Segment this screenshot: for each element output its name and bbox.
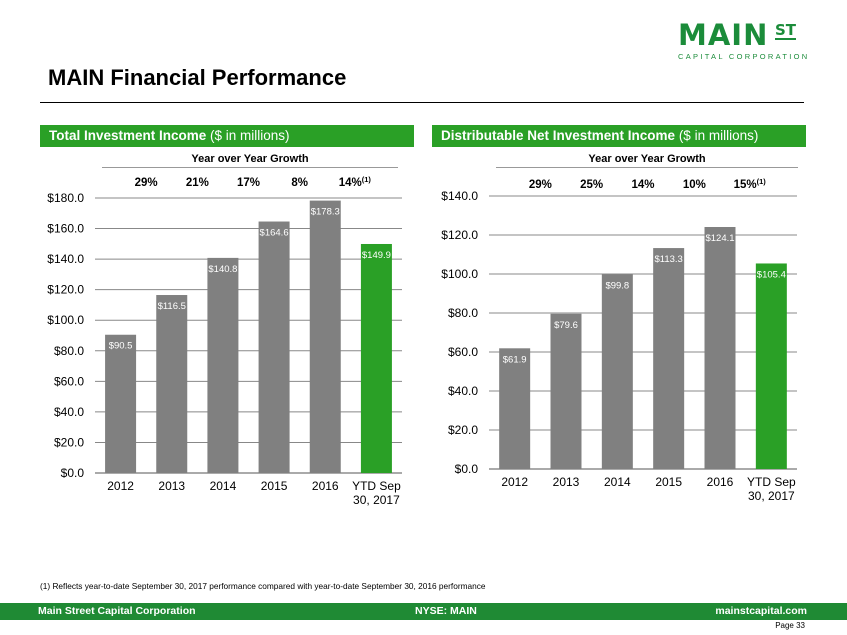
category-label: 2013 [553,475,580,489]
title-divider [40,102,804,103]
yoy-growth-title-right: Year over Year Growth [588,153,706,165]
bar-ytd-sep-30-2017 [755,263,787,469]
bar-2016 [309,200,341,473]
bar-2015 [653,248,685,469]
yoy-rule-left [102,167,398,168]
y-tick-label: $20.0 [448,423,478,437]
page-title: MAIN Financial Performance [48,65,347,90]
y-tick-label: $180.0 [47,191,84,205]
bar-value-label: $149.9 [362,250,391,261]
y-tick-label: $80.0 [448,306,478,320]
bar-value-label: $79.6 [554,320,578,331]
y-tick-label: $120.0 [441,228,478,242]
category-label: YTD Sep 30, 2017 [352,479,401,507]
growth-percent-label: 25% [580,179,603,191]
company-logo: MAIN ST CAPITAL CORPORATION [676,18,826,63]
growth-percent-label: 29% [135,177,158,189]
growth-percent-label: 29% [529,179,552,191]
category-label: 2014 [210,479,237,493]
growth-percent-label: 14%(1) [339,175,372,189]
y-tick-label: $140.0 [441,189,478,203]
bar-2012 [105,334,137,473]
bar-ytd-sep-30-2017 [360,243,392,473]
category-label: YTD Sep 30, 2017 [747,475,796,503]
bar-value-label: $140.8 [208,264,237,275]
y-tick-label: $60.0 [54,374,84,388]
bar-value-label: $61.9 [503,354,527,365]
bar-2013 [156,295,188,473]
footer-ticker: NYSE: MAIN [415,605,477,617]
category-label: 2016 [707,475,734,489]
growth-percent-label: 8% [291,177,308,189]
panel-header-units: ($ in millions) [206,128,290,143]
category-label: 2013 [158,479,185,493]
logo-subtitle: CAPITAL CORPORATION [678,52,810,61]
y-tick-label: $40.0 [54,405,84,419]
chart-distributable-nii: $0.0 $20.0 $40.0 $60.0 $80.0 $100.0 $120.0 $140… [441,177,797,503]
category-label: 2015 [655,475,682,489]
bar-2015 [258,221,290,473]
y-tick-label: $100.0 [47,313,84,327]
growth-percent-label: 17% [237,177,260,189]
bar-value-label: $90.5 [109,341,133,352]
y-tick-label: $60.0 [448,345,478,359]
bar-value-label: $116.5 [158,301,186,312]
bar-value-label: $124.1 [705,233,734,244]
bar-value-label: $99.8 [605,280,629,291]
y-tick-label: $80.0 [54,344,84,358]
y-tick-label: $0.0 [61,466,85,480]
bar-2012 [499,348,531,469]
growth-percent-label: 14% [631,179,654,191]
footnote: (1) Reflects year-to-date September 30, … [40,581,486,591]
category-label: 2015 [261,479,288,493]
logo-st-text: ST [775,21,797,40]
bar-2013 [550,313,582,469]
yoy-rule-right [496,167,798,168]
bar-value-label: $178.3 [311,207,340,218]
y-tick-label: $140.0 [47,252,84,266]
bar-value-label: $105.4 [757,269,786,280]
panel-header-total-investment-income: Total Investment Income ($ in millions) [40,125,414,147]
y-tick-label: $0.0 [455,462,479,476]
yoy-growth-title-left: Year over Year Growth [191,153,309,165]
logo-main-text: MAIN [678,18,769,52]
panel-header-distributable-nii: Distributable Net Investment Income ($ i… [432,125,806,147]
bar-2016 [704,227,736,469]
y-tick-label: $120.0 [47,283,84,297]
y-tick-label: $40.0 [448,384,478,398]
page-number: Page 33 [775,621,805,630]
y-tick-label: $100.0 [441,267,478,281]
growth-percent-label: 15%(1) [734,177,767,191]
bar-2014 [207,257,239,473]
growth-percent-label: 10% [683,179,706,191]
footer-bar: Main Street Capital Corporation NYSE: MA… [0,603,847,620]
bar-2014 [601,274,633,469]
category-label: 2012 [501,475,528,489]
growth-percent-label: 21% [186,177,209,189]
category-label: 2012 [107,479,134,493]
bar-value-label: $164.6 [260,228,289,239]
bar-value-label: $113.3 [654,254,682,265]
panel-header-units: ($ in millions) [675,128,759,143]
y-tick-label: $160.0 [47,222,84,236]
chart-total-investment-income: $0.0 $20.0 $40.0 $60.0 $80.0 $100.0 $120.0 $140… [47,175,402,507]
panel-header-bold: Distributable Net Investment Income [441,128,676,143]
category-label: 2014 [604,475,631,489]
category-label: 2016 [312,479,339,493]
footer-company-name: Main Street Capital Corporation [38,605,196,617]
panel-header-bold: Total Investment Income [49,128,207,143]
y-tick-label: $20.0 [54,435,84,449]
footer-website-link[interactable]: mainstcapital.com [715,605,807,617]
